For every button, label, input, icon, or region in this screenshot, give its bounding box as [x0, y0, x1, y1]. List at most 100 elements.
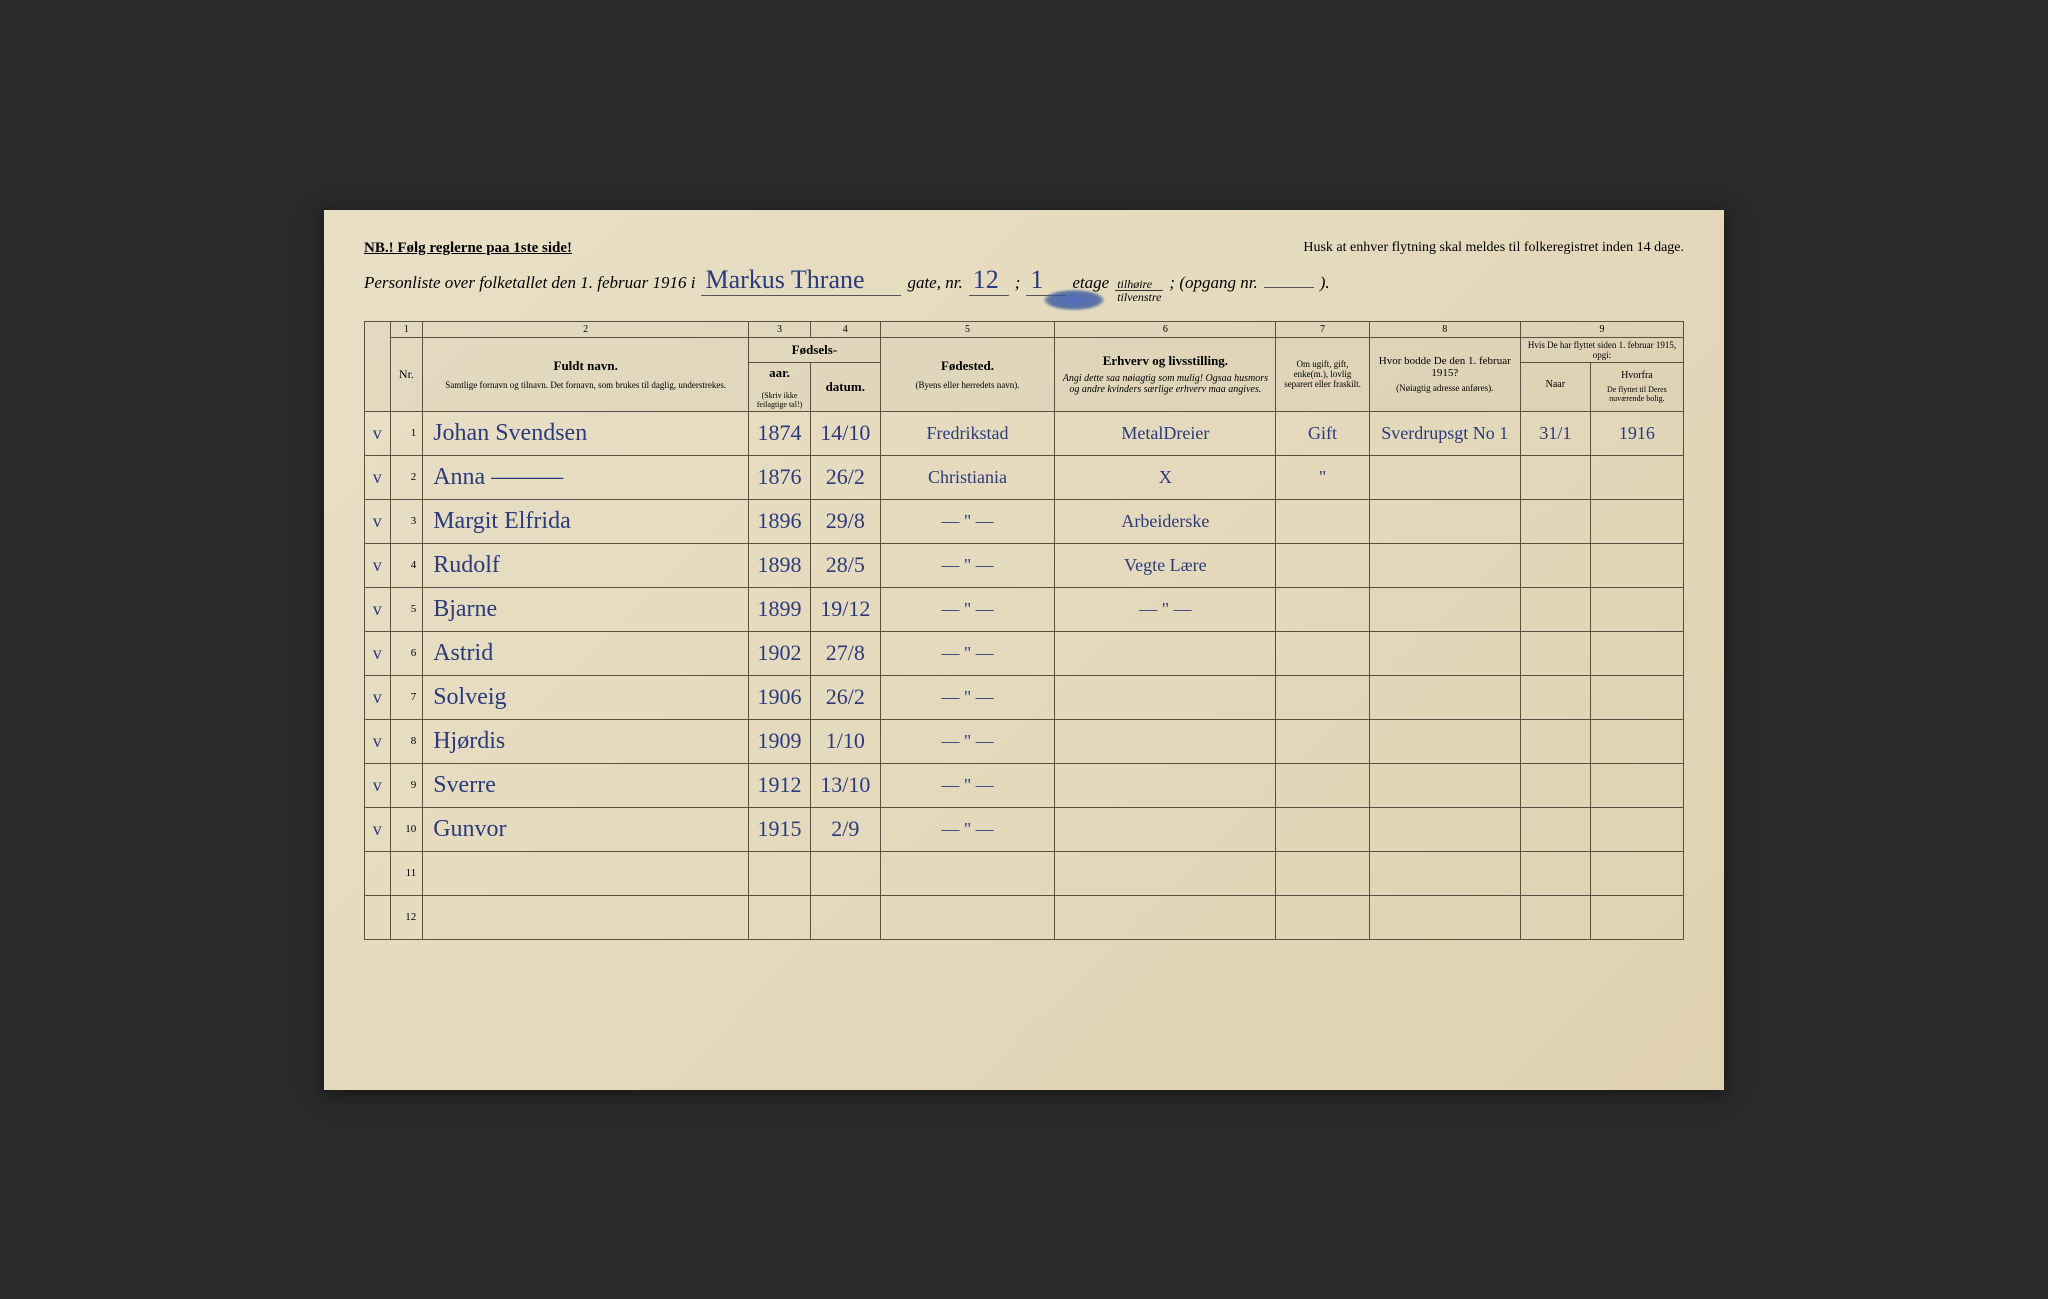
row-number: 8 [390, 719, 423, 763]
cell-moved-where [1590, 587, 1683, 631]
nb-left: NB.! Følg reglerne paa 1ste side! [364, 240, 572, 257]
row-checkmark: v [365, 543, 391, 587]
cell-prev-address [1369, 895, 1520, 939]
cell-marital [1276, 763, 1369, 807]
cell-moved-when [1520, 499, 1590, 543]
table-row: v 9 Sverre 1912 13/10 — " — [365, 763, 1684, 807]
cell-date: 26/2 [810, 455, 880, 499]
cell-moved-where [1590, 543, 1683, 587]
row-number: 3 [390, 499, 423, 543]
cell-marital [1276, 631, 1369, 675]
erhverv-sub: Angi dette saa nøiagtig som mulig! Ogsaa… [1059, 373, 1271, 395]
cell-occupation [1055, 675, 1276, 719]
cell-marital [1276, 587, 1369, 631]
cell-date [810, 851, 880, 895]
cell-moved-where [1590, 719, 1683, 763]
nr-header: Nr. [390, 337, 423, 411]
moved-label: Hvis De har flyttet siden 1. februar 191… [1525, 340, 1679, 360]
cell-moved-when [1520, 543, 1590, 587]
row-number: 10 [390, 807, 423, 851]
frac-bot: tilvenstre [1115, 291, 1163, 303]
cell-prev-address [1369, 543, 1520, 587]
aar-label: aar. [753, 365, 806, 381]
cell-birthplace: — " — [880, 763, 1055, 807]
row-checkmark: v [365, 411, 391, 455]
cell-marital [1276, 807, 1369, 851]
fuldt-navn: Fuldt navn. [427, 358, 744, 374]
table-row: v 10 Gunvor 1915 2/9 — " — [365, 807, 1684, 851]
cell-birthplace: — " — [880, 543, 1055, 587]
row-checkmark [365, 895, 391, 939]
cell-birthplace: Christiania [880, 455, 1055, 499]
cell-year: 1876 [749, 455, 811, 499]
col6-num: 6 [1055, 321, 1276, 337]
cell-moved-where: 1916 [1590, 411, 1683, 455]
opgang-blank [1264, 271, 1314, 288]
cell-occupation [1055, 631, 1276, 675]
header-nb-line: NB.! Følg reglerne paa 1ste side! Husk a… [364, 240, 1684, 257]
fuldt-sub: Samtlige fornavn og tilnavn. Det fornavn… [427, 380, 744, 390]
cell-moved-where [1590, 455, 1683, 499]
cell-name: Anna ——— [423, 455, 749, 499]
col4-num: 4 [810, 321, 880, 337]
prev-addr-header: Hvor bodde De den 1. februar 1915? (Nøia… [1369, 337, 1520, 411]
cell-year: 1915 [749, 807, 811, 851]
row-checkmark: v [365, 675, 391, 719]
cell-birthplace: Fredrikstad [880, 411, 1055, 455]
cell-birthplace: — " — [880, 719, 1055, 763]
cell-birthplace: — " — [880, 675, 1055, 719]
cell-year: 1906 [749, 675, 811, 719]
cell-moved-when [1520, 631, 1590, 675]
cell-moved-when [1520, 455, 1590, 499]
hvorfra-label: Hvorfra [1595, 370, 1679, 381]
cell-moved-when [1520, 807, 1590, 851]
census-table: 1 2 3 4 5 6 7 8 9 Nr. Fuldt navn. Samtli… [364, 321, 1684, 940]
table-body: v 1 Johan Svendsen 1874 14/10 Fredriksta… [365, 411, 1684, 939]
cell-prev-address [1369, 807, 1520, 851]
cell-moved-where [1590, 675, 1683, 719]
cell-date [810, 895, 880, 939]
cell-name: Solveig [423, 675, 749, 719]
cell-prev-address [1369, 763, 1520, 807]
cell-moved-when [1520, 587, 1590, 631]
cell-prev-address [1369, 631, 1520, 675]
cell-occupation [1055, 895, 1276, 939]
semicolon: ; [1015, 273, 1021, 293]
col5-num: 5 [880, 321, 1055, 337]
cell-birthplace [880, 851, 1055, 895]
cell-year: 1898 [749, 543, 811, 587]
col8-num: 8 [1369, 321, 1520, 337]
row-checkmark: v [365, 499, 391, 543]
cell-moved-where [1590, 499, 1683, 543]
row-number: 1 [390, 411, 423, 455]
cell-year: 1909 [749, 719, 811, 763]
fodested-label: Fødested. [885, 358, 1051, 374]
col1-num: 1 [390, 321, 423, 337]
col3-num: 3 [749, 321, 811, 337]
frac-top: tilhøire [1115, 278, 1163, 291]
cell-year [749, 851, 811, 895]
erhverv-label: Erhverv og livsstilling. [1059, 353, 1271, 369]
row-number: 9 [390, 763, 423, 807]
cell-moved-when [1520, 675, 1590, 719]
cell-name: Hjørdis [423, 719, 749, 763]
opgang-label: ; (opgang nr. [1169, 273, 1257, 293]
name-header: Fuldt navn. Samtlige fornavn og tilnavn.… [423, 337, 749, 411]
naar-header: Naar [1520, 362, 1590, 411]
col2-num: 2 [423, 321, 749, 337]
cell-birthplace: — " — [880, 499, 1055, 543]
row-checkmark: v [365, 631, 391, 675]
cell-date: 29/8 [810, 499, 880, 543]
cell-occupation [1055, 719, 1276, 763]
cell-moved-when [1520, 719, 1590, 763]
row-checkmark: v [365, 455, 391, 499]
row-checkmark: v [365, 719, 391, 763]
cell-year: 1899 [749, 587, 811, 631]
table-row: v 8 Hjørdis 1909 1/10 — " — [365, 719, 1684, 763]
cell-moved-when [1520, 851, 1590, 895]
table-row: v 4 Rudolf 1898 28/5 — " — Vegte Lære [365, 543, 1684, 587]
cell-date: 26/2 [810, 675, 880, 719]
cell-year [749, 895, 811, 939]
ink-blot [1044, 290, 1104, 310]
cell-moved-where [1590, 763, 1683, 807]
